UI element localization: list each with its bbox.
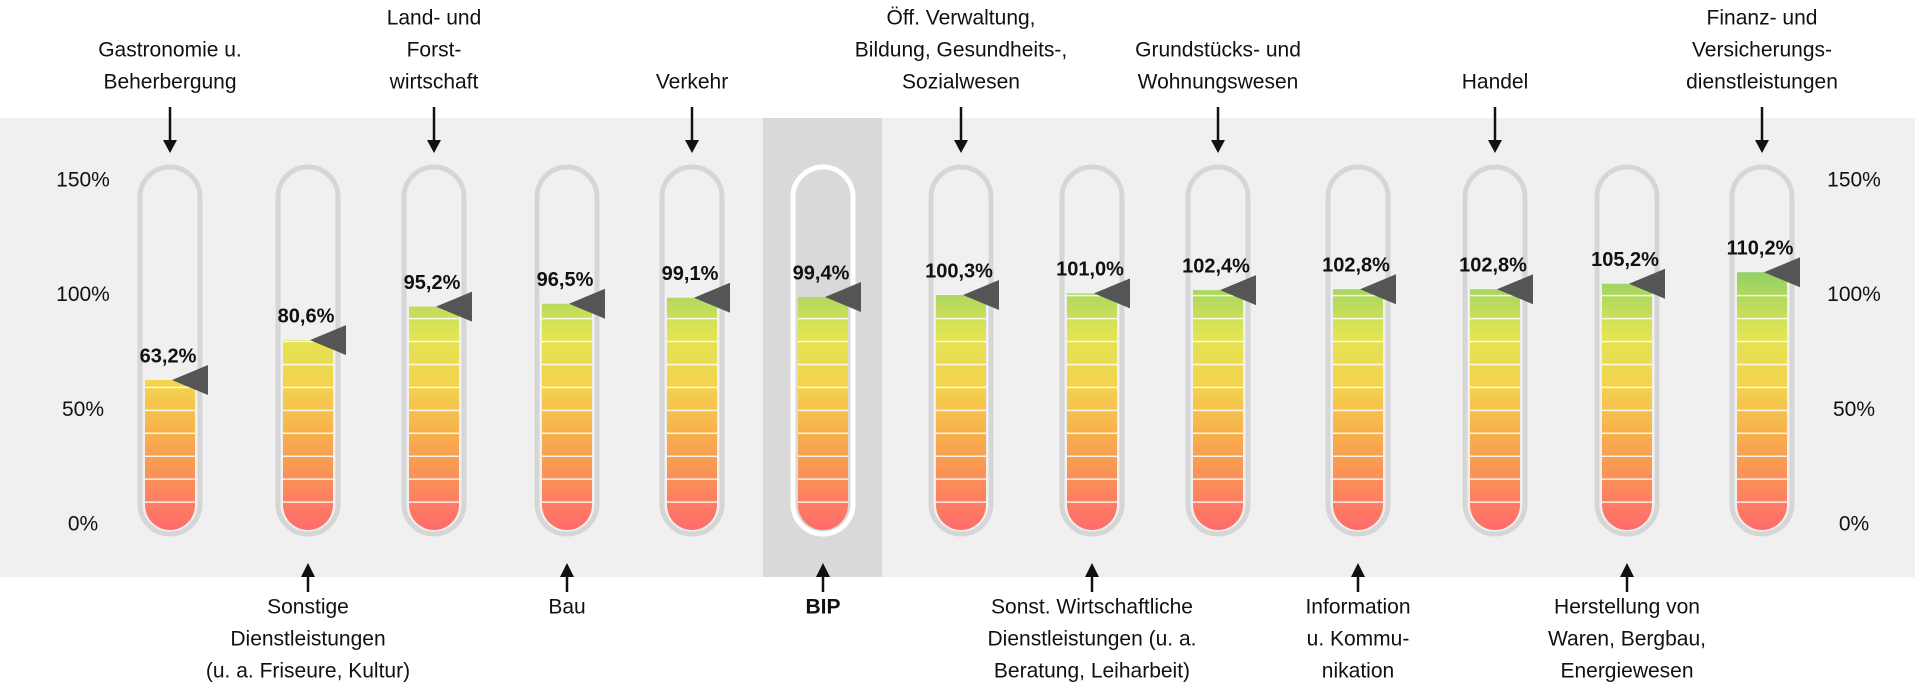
value-label: 105,2% <box>1591 249 1659 271</box>
category-label: Gastronomie u. <box>98 39 242 62</box>
marker <box>825 282 861 313</box>
category-label: Energiewesen <box>1560 660 1693 683</box>
category-label: Herstellung von <box>1554 596 1700 619</box>
arrow-head <box>1211 140 1225 153</box>
marker <box>172 365 208 396</box>
category-label: Bau <box>548 596 585 619</box>
category-label: Sonst. Wirtschaftliche <box>991 596 1193 619</box>
y-tick-label: 50% <box>62 398 104 421</box>
category-label: (u. a. Friseure, Kultur) <box>206 660 410 683</box>
category-label: Wohnungswesen <box>1138 71 1299 94</box>
category-label: nikation <box>1322 660 1394 683</box>
category-label: Grundstücks- und <box>1135 39 1301 62</box>
category-label: u. Kommu- <box>1307 628 1410 651</box>
fill-bar <box>1737 272 1787 530</box>
category-label: Sozialwesen <box>902 71 1020 94</box>
marker <box>1764 257 1800 288</box>
category-label: Öff. Verwaltung, <box>886 7 1035 30</box>
marker <box>310 325 346 356</box>
value-label: 95,2% <box>404 272 461 294</box>
category-label: dienstleistungen <box>1686 71 1838 94</box>
arrow-head <box>816 563 830 577</box>
fill-bar <box>145 380 195 530</box>
category-label: Versicherungs- <box>1692 39 1832 62</box>
marker <box>963 279 999 310</box>
arrow-head <box>427 140 441 153</box>
value-label: 110,2% <box>1727 238 1794 260</box>
arrow-head <box>1085 563 1099 577</box>
y-tick-label: 0% <box>68 513 98 536</box>
y-tick-label: 100% <box>56 283 110 306</box>
marker <box>436 291 472 322</box>
category-label: wirtschaft <box>389 71 479 94</box>
arrow-head <box>685 140 699 153</box>
category-label: Information <box>1305 596 1410 619</box>
fill-bar <box>936 294 986 530</box>
arrow-head <box>1620 563 1634 577</box>
fill-bar <box>1067 293 1117 530</box>
fill-bar <box>409 306 459 530</box>
value-label: 102,4% <box>1182 255 1250 277</box>
y2-tick-label: 0% <box>1839 513 1869 536</box>
marker <box>1360 274 1396 305</box>
category-label: BIP <box>805 596 840 619</box>
arrow-head <box>1488 140 1502 153</box>
value-label: 99,4% <box>793 262 850 284</box>
category-label: Bildung, Gesundheits-, <box>855 39 1067 62</box>
category-label: Finanz- und <box>1707 7 1818 30</box>
arrow-head <box>954 140 968 153</box>
category-label: Dienstleistungen <box>230 628 385 651</box>
category-label: Beratung, Leiharbeit) <box>994 660 1190 683</box>
value-label: 96,5% <box>537 269 594 291</box>
marker <box>1497 274 1533 305</box>
value-label: 63,2% <box>140 345 197 367</box>
category-label: Sonstige <box>267 596 349 619</box>
fill-bar <box>798 297 848 530</box>
y2-tick-label: 100% <box>1827 283 1881 306</box>
category-label: Handel <box>1462 71 1529 94</box>
marker <box>1094 278 1130 309</box>
arrow-head <box>1351 563 1365 577</box>
value-label: 80,6% <box>278 305 335 327</box>
fill-bar <box>542 303 592 530</box>
value-label: 101,0% <box>1056 259 1124 281</box>
category-label: Dienstleistungen (u. a. <box>988 628 1197 651</box>
y2-tick-label: 150% <box>1827 169 1881 192</box>
y2-tick-label: 50% <box>1833 398 1875 421</box>
value-label: 99,1% <box>662 263 719 285</box>
category-label: Forst- <box>407 39 462 62</box>
y-tick-label: 150% <box>56 169 110 192</box>
arrow-head <box>163 140 177 153</box>
marker <box>1220 275 1256 306</box>
marker <box>569 288 605 319</box>
category-label: Beherbergung <box>103 71 236 94</box>
category-label: Verkehr <box>656 71 728 94</box>
value-label: 100,3% <box>925 260 993 282</box>
fill-bar <box>1602 283 1652 530</box>
fill-bar <box>667 297 717 530</box>
value-label: 102,8% <box>1459 255 1527 277</box>
arrow-head <box>301 563 315 577</box>
arrow-head <box>1755 140 1769 153</box>
arrow-head <box>560 563 574 577</box>
marker <box>694 282 730 313</box>
value-label: 102,8% <box>1322 255 1390 277</box>
category-label: Waren, Bergbau, <box>1548 628 1706 651</box>
category-label: Land- und <box>387 7 482 30</box>
marker <box>1629 268 1665 299</box>
